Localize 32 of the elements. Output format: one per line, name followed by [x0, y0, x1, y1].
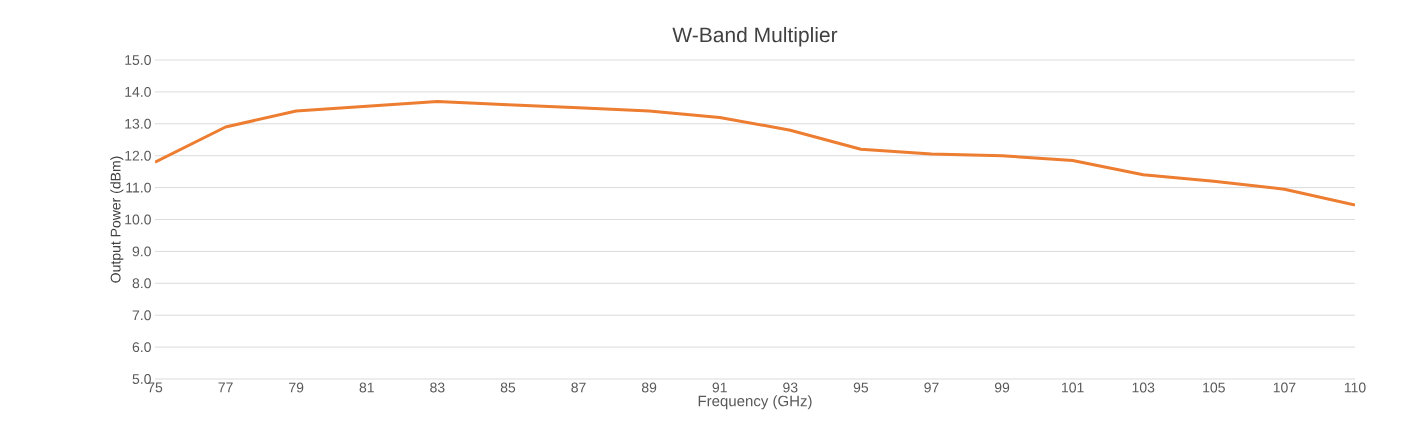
- y-tick-label: 14.0: [125, 86, 151, 97]
- y-tick-label: 9.0: [132, 246, 151, 257]
- x-tick-label: 103: [1132, 382, 1155, 393]
- y-tick-label: 7.0: [132, 310, 151, 321]
- x-tick-label: 81: [359, 382, 374, 393]
- x-tick-label: 77: [218, 382, 233, 393]
- y-tick-label: 11.0: [126, 182, 151, 193]
- y-tick-label: 5.0: [132, 374, 151, 384]
- x-tick-label: 97: [924, 382, 939, 393]
- x-tick-label: 91: [712, 382, 727, 393]
- x-axis-title: Frequency (GHz): [698, 395, 812, 410]
- y-tick-label: 6.0: [132, 342, 151, 353]
- x-tick-label: 107: [1273, 382, 1296, 393]
- x-tick-label: 110: [1344, 382, 1366, 393]
- x-tick-label: 89: [641, 382, 657, 393]
- x-tick-label: 79: [289, 382, 304, 393]
- x-tick-label: 99: [994, 382, 1010, 393]
- y-axis-title: Output Power (dBm): [110, 156, 124, 283]
- x-tick-label: 83: [430, 382, 445, 393]
- x-tick-label: 105: [1203, 382, 1225, 393]
- y-tick-label: 8.0: [132, 278, 151, 289]
- y-tick-label: 10.0: [125, 214, 151, 225]
- y-tick-label: 12.0: [125, 150, 151, 161]
- x-tick-label: 87: [571, 382, 586, 393]
- x-tick-label: 85: [500, 382, 516, 393]
- x-tick-label: 101: [1062, 382, 1084, 393]
- y-tick-label: 13.0: [125, 118, 151, 129]
- x-tick-label: 95: [853, 382, 869, 393]
- x-tick-label: 75: [147, 382, 163, 393]
- chart-title: W-Band Multiplier: [672, 26, 838, 47]
- x-tick-label: 93: [783, 382, 798, 393]
- y-tick-label: 15.0: [125, 55, 151, 65]
